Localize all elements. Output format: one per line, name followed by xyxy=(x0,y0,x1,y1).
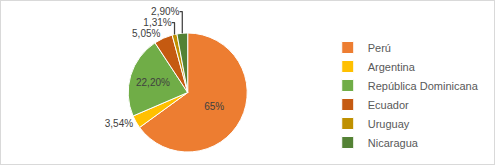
svg-text:República Dominicana: República Dominicana xyxy=(368,80,479,92)
svg-text:65%: 65% xyxy=(204,101,224,112)
svg-text:5,05%: 5,05% xyxy=(132,28,160,39)
svg-text:Perú: Perú xyxy=(368,42,391,54)
svg-text:22,20%: 22,20% xyxy=(136,77,170,88)
svg-text:3,54%: 3,54% xyxy=(105,118,133,129)
svg-text:Uruguay: Uruguay xyxy=(368,118,410,130)
svg-text:Argentina: Argentina xyxy=(368,61,416,73)
svg-text:Ecuador: Ecuador xyxy=(368,99,409,111)
svg-text:2,90%: 2,90% xyxy=(151,6,179,17)
svg-text:1,31%: 1,31% xyxy=(143,17,171,28)
svg-text:Nicaragua: Nicaragua xyxy=(368,137,419,149)
